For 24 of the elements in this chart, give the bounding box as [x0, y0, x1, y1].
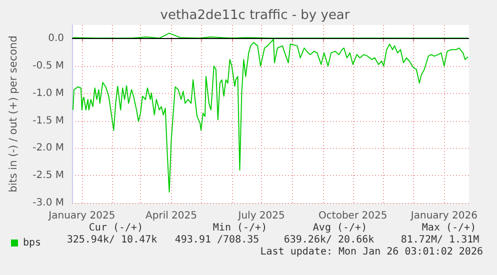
- y-tick-label: -1.0 M: [32, 88, 64, 99]
- text: 639.26k/ 20.66k: [284, 234, 374, 246]
- text: Max (-/+): [422, 222, 476, 234]
- y-tick-label: -0.5 M: [32, 60, 64, 72]
- y-tick-label: -2.5 M: [32, 170, 64, 182]
- y-axis-title: bits in (-) / out (+) per second: [8, 36, 20, 192]
- y-tick-label: 0.0: [48, 33, 64, 44]
- text: 325.94k/ 10.47k: [66, 234, 158, 246]
- y-tick-label: -3.0 M: [32, 198, 64, 208]
- text: Last update: Mon Jan 26 03:01:02 2026: [260, 246, 483, 258]
- chart-title: vetha2de11c traffic - by year: [160, 8, 350, 23]
- x-tick-label: January 2026: [410, 210, 478, 222]
- x-tick-label: April 2025: [146, 210, 197, 222]
- x-tick-label: October 2025: [318, 210, 388, 222]
- text: Min (-/+): [212, 222, 268, 234]
- legend-label: bps: [23, 238, 42, 248]
- x-tick-label: January 2025: [48, 210, 116, 222]
- text: 493.91 /708.35: [174, 234, 260, 246]
- text: Avg (-/+): [312, 222, 368, 234]
- x-tick-label: July 2025: [237, 210, 285, 222]
- text: Cur (-/+): [88, 222, 144, 234]
- y-tick-label: -2.0 M: [32, 142, 64, 154]
- text: 81.72M/ 1.31M: [400, 234, 480, 246]
- y-tick-label: -1.5 M: [32, 115, 64, 126]
